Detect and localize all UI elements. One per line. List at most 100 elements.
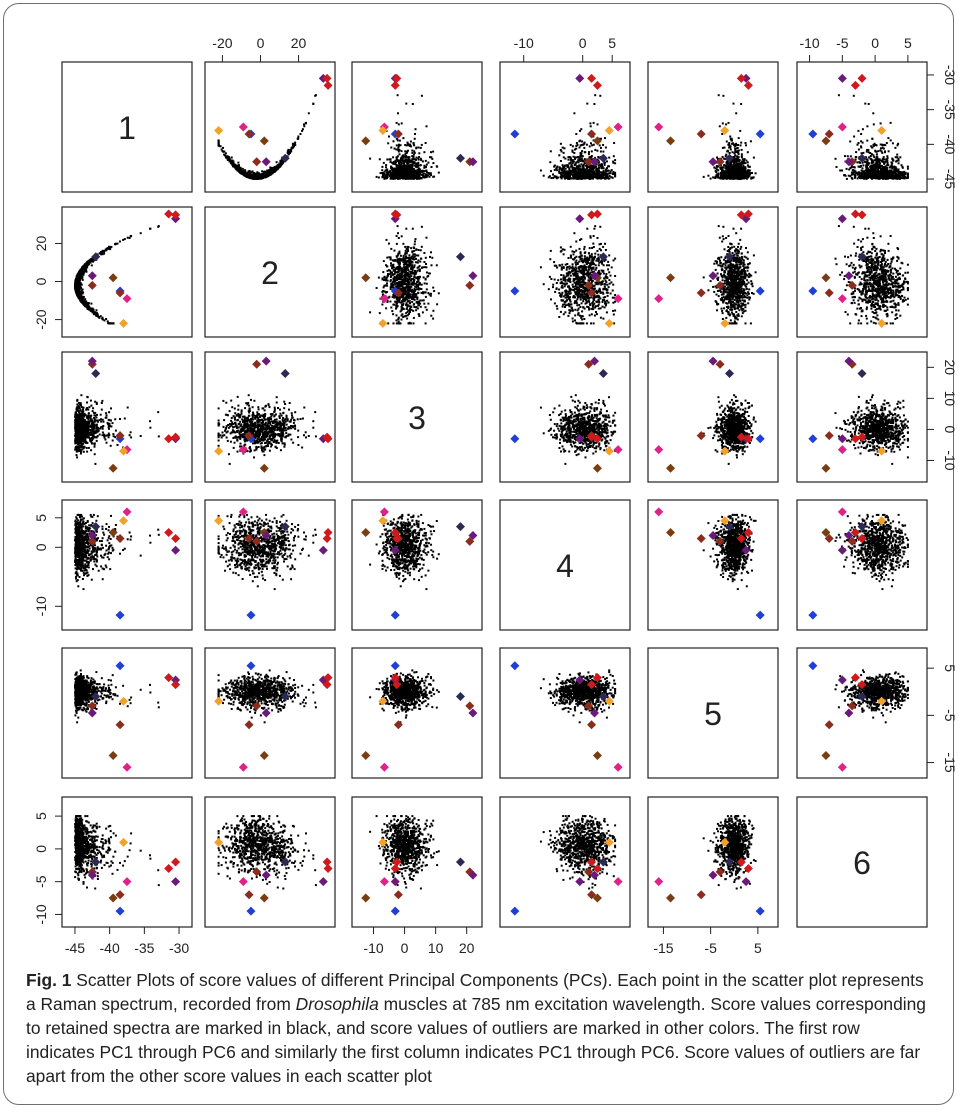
point-1-6-367 [874,166,877,169]
point-1-5-808 [727,173,730,176]
point-1-3-595 [395,163,398,166]
point-1-4-773 [601,173,604,176]
point-1-3-430 [392,140,395,143]
point-2-1-603 [108,322,111,325]
point-2-1-503 [100,252,103,255]
point-1-3-205 [407,149,409,152]
point-1-3-266 [411,158,414,161]
point-2-1-464 [97,316,100,318]
point-1-6-644 [872,159,875,162]
point-1-4-131 [612,160,615,163]
point-1-5-440 [739,144,742,147]
point-1-2-761 [234,165,237,168]
point-1-3-836 [382,174,385,176]
point-1-6-757 [865,173,868,176]
point-1-3-570 [395,137,398,140]
point-2-1-538 [92,310,94,313]
point-1-6-292 [878,158,881,161]
point-1-5-809 [733,175,736,178]
point-1-4-802 [589,122,592,125]
point-1-3-702 [408,144,411,147]
point-2-1-386 [128,237,131,239]
point-1-6-843 [866,176,869,179]
point-1-6-503 [855,151,858,154]
point-1-2-612 [217,140,220,143]
panel-1-5 [647,61,779,193]
point-1-4-467 [584,169,586,172]
point-1-5-785 [725,172,728,175]
point-1-6-678 [875,153,878,156]
point-1-3-106 [420,173,423,176]
point-1-2-721 [280,161,283,164]
point-1-6-239 [865,156,868,159]
point-1-6-735 [865,170,868,172]
point-1-5-464 [734,154,737,157]
point-1-3-181 [397,148,400,151]
point-1-6-739 [882,156,885,159]
point-1-4-487 [592,121,595,124]
point-1-2-661 [237,161,240,164]
point-1-3-54 [387,142,390,145]
point-1-3-700 [402,165,405,168]
point-1-6-671 [867,162,870,165]
point-1-4-810 [596,177,599,180]
point-1-6-794 [879,176,882,179]
point-1-5-654 [736,165,739,168]
point-1-5-126 [717,165,720,168]
point-1-3-825 [404,176,407,179]
point-1-5-836 [728,174,731,176]
point-1-2-758 [271,172,274,175]
point-1-2-715 [268,173,271,176]
point-1-2-517 [237,165,240,168]
point-1-3-239 [405,156,407,159]
point-1-3-780 [396,170,399,173]
point-2-1-437 [82,291,85,294]
point-1-3-671 [398,162,400,165]
point-1-6-841 [882,167,885,170]
point-1-4-660 [596,169,599,172]
point-1-3-807 [375,175,378,178]
point-1-5-87 [723,164,726,167]
point-1-5-537 [720,174,723,177]
point-1-5-487 [727,121,730,124]
point-1-2-419 [266,169,269,172]
point-1-4-475 [599,150,602,153]
point-1-5-791 [748,165,751,168]
point-1-3-812 [411,172,414,175]
point-1-3-627 [388,171,391,174]
point-1-3-330 [393,147,396,150]
point-1-6-380 [856,143,859,146]
point-1-2-588 [296,137,299,140]
point-1-5-735 [728,170,730,172]
point-1-3-835 [408,177,411,180]
point-1-4-431 [554,175,557,178]
point-1-4-800 [581,169,584,172]
point-1-3-120 [381,169,384,172]
point-2-1-517 [86,302,89,305]
point-1-5-834 [745,174,748,177]
point-1-6-573 [856,173,859,176]
point-1-5-789 [746,171,749,174]
point-1-4-350 [605,160,608,163]
point-1-2-548 [288,151,291,154]
point-1-3-802 [400,122,403,125]
point-1-5-125 [744,142,747,144]
point-1-4-759 [577,168,579,171]
point-1-3-633 [406,168,409,171]
point-1-4-762 [585,177,588,180]
point-1-4-659 [591,174,594,177]
point-1-4-218 [588,170,591,173]
point-1-4-492 [553,164,556,167]
point-1-3-747 [406,150,409,153]
point-1-6-464 [872,154,875,157]
point-1-5-229 [726,150,729,153]
point-1-4-828 [604,173,607,176]
point-2-1-363 [126,236,129,239]
point-1-6-560 [847,174,850,177]
point-1-3-588 [413,137,416,140]
panel-1-3 [351,61,483,193]
point-1-6-791 [901,165,904,168]
point-1-2-198 [217,142,220,144]
point-1-3-493 [408,167,411,170]
point-1-5-432 [737,149,740,152]
